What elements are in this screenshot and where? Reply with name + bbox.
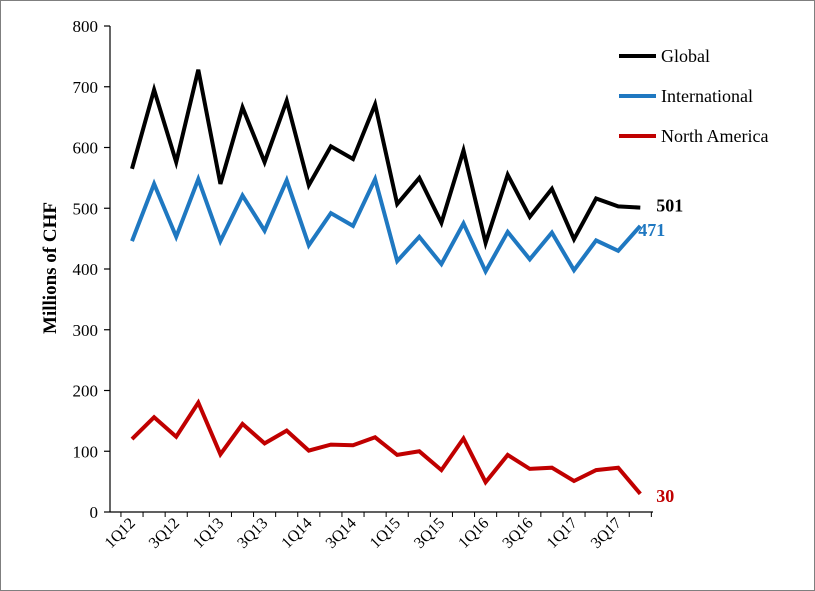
series-line-north-america: [130, 398, 642, 496]
legend-label: International: [661, 86, 753, 106]
x-tick-label: 3Q12: [146, 515, 183, 552]
y-tick-label: 600: [73, 139, 99, 158]
y-tick-label: 0: [90, 503, 99, 522]
y-tick-label: 100: [73, 442, 99, 461]
x-tick-label: 1Q16: [455, 515, 492, 552]
y-axis-ticks: 0 100 200 300 400 500 600 700 800: [73, 17, 110, 522]
end-value-label: 501: [656, 196, 683, 216]
x-tick-label: 1Q15: [367, 515, 404, 552]
x-axis-ticks: 1Q12 3Q12 1Q13 3Q13 1Q14 3Q14 1Q15 3Q15 1Q16 3Q16…: [102, 512, 652, 552]
y-tick-label: 700: [73, 78, 99, 97]
legend-label: North America: [661, 126, 768, 146]
series-line-international: [130, 173, 642, 276]
end-value-label: 471: [638, 220, 665, 240]
x-tick-label: 3Q15: [411, 515, 448, 552]
y-tick-label: 800: [73, 17, 99, 36]
series-line-global: [130, 69, 641, 251]
x-tick-label: 3Q16: [499, 515, 536, 552]
end-value-label: 30: [656, 486, 674, 506]
y-tick-label: 500: [73, 199, 99, 218]
legend: Global International North America: [619, 46, 768, 146]
y-axis-label: Millions of CHF: [40, 202, 61, 334]
legend-label: Global: [661, 46, 710, 66]
series-lines: [130, 69, 642, 496]
y-tick-label: 200: [73, 382, 99, 401]
x-tick-label: 3Q14: [323, 515, 360, 552]
end-labels: 501 471 30: [638, 196, 683, 506]
x-tick-label: 1Q13: [190, 515, 227, 552]
x-tick-label: 1Q14: [278, 515, 315, 552]
y-tick-label: 300: [73, 321, 99, 340]
x-tick-label: 1Q12: [102, 515, 139, 552]
x-tick-label: 3Q17: [588, 515, 625, 552]
x-tick-label: 1Q17: [544, 515, 581, 552]
y-tick-label: 400: [73, 260, 99, 279]
x-tick-label: 3Q13: [234, 515, 271, 552]
